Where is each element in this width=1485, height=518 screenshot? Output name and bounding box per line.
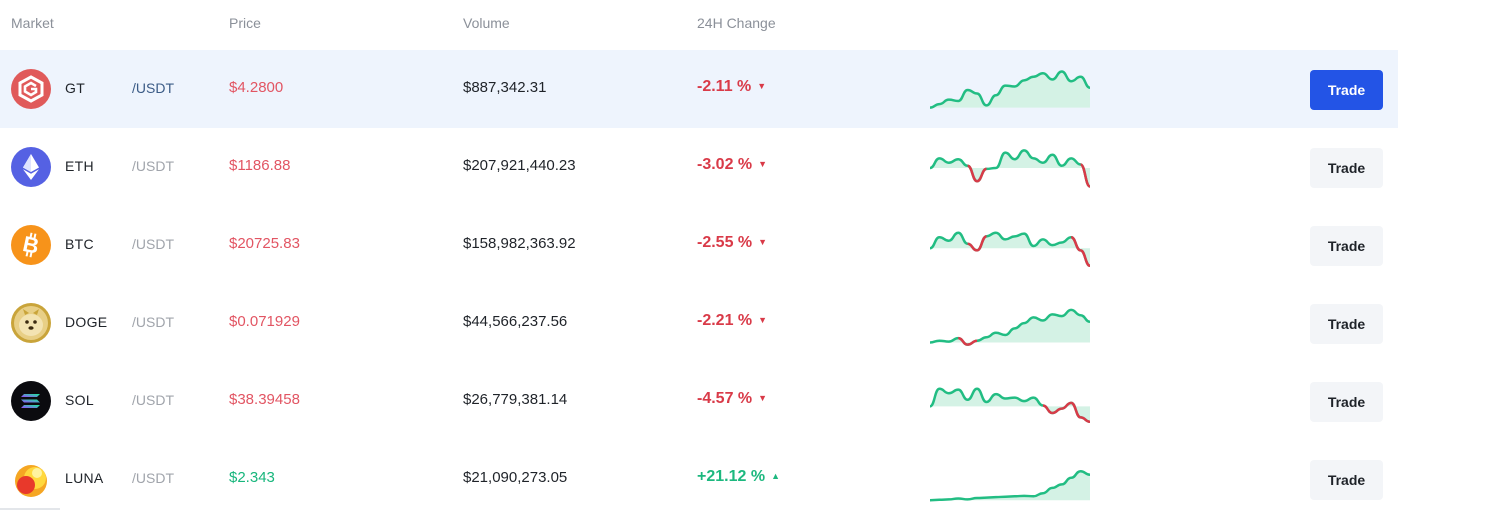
caret-down-icon: ▼ xyxy=(758,315,768,325)
market-quote: /USDT xyxy=(132,236,174,252)
change-value: -2.11 % xyxy=(697,78,752,95)
trade-button[interactable]: Trade xyxy=(1310,148,1383,188)
sparkline-line xyxy=(929,231,1091,268)
sparkline-drop-segment xyxy=(967,339,978,346)
sparkline-chart xyxy=(929,387,1091,424)
table-row[interactable]: DOGE /USDT $0.071929 $44,566,237.56 -2.2… xyxy=(0,284,1398,362)
market-symbol: SOL xyxy=(65,392,94,408)
sparkline-drop-segment xyxy=(958,336,968,346)
market-price: $0.071929 xyxy=(229,313,300,330)
caret-down-icon: ▼ xyxy=(758,393,768,403)
change-value: -2.55 % xyxy=(697,234,753,251)
sparkline-chart xyxy=(929,469,1091,502)
market-volume: $207,921,440.23 xyxy=(463,157,576,174)
market-price: $38.39458 xyxy=(229,391,300,408)
sparkline-drop-segment xyxy=(1061,401,1072,410)
sparkline-drop-segment xyxy=(976,167,987,183)
market-change: -3.02 % ▼ xyxy=(697,156,767,174)
market-change: -2.11 % ▼ xyxy=(697,78,766,96)
markets-table: Market Price Volume 24H Change GT /USDT … xyxy=(0,0,1398,518)
market-symbol: DOGE xyxy=(65,314,108,330)
table-row[interactable]: LUNA /USDT $2.343 $21,090,273.05 +21.12 … xyxy=(0,440,1398,518)
market-change: +21.12 % ▲ xyxy=(697,468,780,486)
sparkline-line xyxy=(929,308,1091,346)
market-change: -2.55 % ▼ xyxy=(697,234,767,252)
trade-button[interactable]: Trade xyxy=(1310,70,1383,110)
bitcoin-icon: B xyxy=(11,225,51,265)
market-quote: /USDT xyxy=(132,392,174,408)
sparkline-chart xyxy=(929,308,1091,346)
market-price: $20725.83 xyxy=(229,235,300,252)
market-price: $1186.88 xyxy=(229,157,291,174)
column-header-volume[interactable]: Volume xyxy=(463,15,510,31)
caret-down-icon: ▼ xyxy=(757,81,767,91)
change-value: -3.02 % xyxy=(697,156,753,173)
market-change: -4.57 % ▼ xyxy=(697,390,767,408)
sparkline-area xyxy=(930,71,1090,108)
market-quote: /USDT xyxy=(132,470,174,486)
market-price: $2.343 xyxy=(229,469,275,486)
trade-button[interactable]: Trade xyxy=(1310,382,1383,422)
sparkline-area xyxy=(930,309,1090,345)
sparkline-drop-segment xyxy=(1070,401,1082,419)
column-header-price[interactable]: Price xyxy=(229,15,261,31)
trade-button[interactable]: Trade xyxy=(1310,460,1383,500)
sparkline-drop-segment xyxy=(967,242,978,252)
sparkline-drop-segment xyxy=(967,164,978,183)
sparkline-drop-segment xyxy=(976,235,987,252)
market-price: $4.2800 xyxy=(229,79,284,96)
table-row[interactable]: SOL /USDT $38.39458 $26,779,381.14 -4.57… xyxy=(0,362,1398,440)
sparkline-drop-segment xyxy=(1079,163,1091,188)
table-header: Market Price Volume 24H Change xyxy=(0,0,1398,50)
sparkline-chart xyxy=(929,231,1091,268)
change-value: +21.12 % xyxy=(697,468,766,485)
caret-up-icon: ▲ xyxy=(771,471,780,481)
trade-button[interactable]: Trade xyxy=(1310,304,1383,344)
solana-icon xyxy=(11,381,51,421)
caret-down-icon: ▼ xyxy=(758,159,768,169)
market-symbol: ETH xyxy=(65,158,94,174)
market-quote: /USDT xyxy=(132,314,174,330)
caret-down-icon: ▼ xyxy=(758,237,768,247)
sparkline-chart xyxy=(929,70,1091,109)
sparkline-drop-segment xyxy=(1070,235,1082,252)
sparkline-drop-segment xyxy=(1052,407,1062,415)
trade-button[interactable]: Trade xyxy=(1310,226,1383,266)
sparkline-line xyxy=(929,70,1091,109)
table-row[interactable]: B BTC /USDT $20725.83 $158,982,363.92 -2… xyxy=(0,206,1398,284)
sparkline-area xyxy=(930,232,1090,266)
column-header-market[interactable]: Market xyxy=(11,15,54,31)
market-symbol: BTC xyxy=(65,236,94,252)
sparkline-line xyxy=(929,149,1091,188)
market-volume: $26,779,381.14 xyxy=(463,391,568,408)
sparkline-area xyxy=(930,150,1090,187)
market-volume: $44,566,237.56 xyxy=(463,313,568,330)
change-value: -2.21 % xyxy=(697,312,753,329)
market-volume: $887,342.31 xyxy=(463,79,547,96)
sparkline-drop-segment xyxy=(1080,416,1091,424)
market-volume: $21,090,273.05 xyxy=(463,469,568,486)
dogecoin-icon xyxy=(11,303,51,343)
table-row[interactable]: ETH /USDT $1186.88 $207,921,440.23 -3.02… xyxy=(0,128,1398,206)
sparkline-line xyxy=(929,469,1091,502)
market-change: -2.21 % ▼ xyxy=(697,312,767,330)
market-symbol: GT xyxy=(65,80,86,96)
sparkline-chart xyxy=(929,149,1091,188)
table-row[interactable]: GT /USDT $4.2800 $887,342.31 -2.11 % ▼ Tr… xyxy=(0,50,1398,128)
divider xyxy=(0,508,60,510)
sparkline-area xyxy=(930,388,1090,422)
sparkline-drop-segment xyxy=(1080,249,1091,268)
terra-luna-icon xyxy=(15,465,47,497)
market-symbol: LUNA xyxy=(65,470,104,486)
ethereum-icon xyxy=(11,147,51,187)
column-header-24h-change[interactable]: 24H Change xyxy=(697,15,776,31)
change-value: -4.57 % xyxy=(697,390,753,407)
gatetoken-icon xyxy=(11,69,51,109)
svg-text:B: B xyxy=(21,231,42,259)
sparkline-drop-segment xyxy=(1042,404,1053,415)
market-quote: /USDT xyxy=(132,158,174,174)
sparkline-area xyxy=(930,471,1090,501)
market-quote: /USDT xyxy=(132,80,174,96)
market-volume: $158,982,363.92 xyxy=(463,235,576,252)
